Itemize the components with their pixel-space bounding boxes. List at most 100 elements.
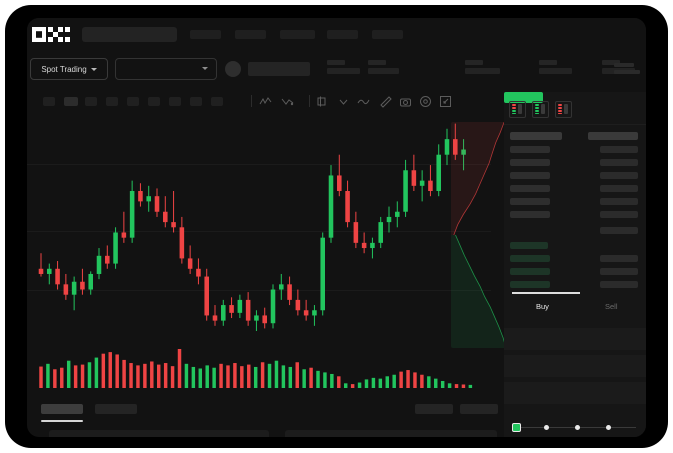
timeframe-option-4[interactable]: [106, 97, 118, 106]
volume-chart: [27, 343, 491, 393]
toolbar-divider: [251, 95, 252, 107]
bottom-tab-bar: [27, 398, 498, 426]
volume-series: [39, 349, 473, 388]
orderbook-bid-price[interactable]: [510, 281, 550, 288]
camera-icon[interactable]: [399, 95, 412, 108]
orderbook-ask-amount: [600, 211, 638, 218]
timeframe-option-5[interactable]: [127, 97, 139, 106]
orderbook-ask-amount: [600, 159, 638, 166]
stat-label: [368, 60, 386, 65]
orderbook-ask-price[interactable]: [510, 185, 550, 192]
stat-value: [539, 68, 572, 74]
orderbook-ask-amount: [600, 185, 638, 192]
orderbook-panel: Buy Sell: [504, 92, 646, 437]
chart-gridline: [27, 231, 491, 232]
orderbook-both-icon[interactable]: [509, 101, 526, 118]
nav-item-4[interactable]: [327, 30, 358, 39]
order-price-field[interactable]: [504, 328, 646, 350]
orderbook-header-price: [510, 132, 562, 140]
slider-handle[interactable]: [512, 423, 521, 432]
orderbook-last-amount: [600, 227, 638, 234]
orderbook-bid-price[interactable]: [510, 255, 550, 262]
timeframe-option-8[interactable]: [190, 97, 202, 106]
pair-info-bar: Spot Trading: [27, 51, 646, 85]
fullscreen-icon[interactable]: [439, 95, 452, 108]
orderbook-ask-price[interactable]: [510, 211, 550, 218]
stat-high-24h: [465, 60, 500, 74]
active-tab-indicator: [512, 292, 580, 294]
nav-item-5[interactable]: [372, 30, 403, 39]
orderbook-bid-amount: [600, 268, 638, 275]
orderbook-bids-icon[interactable]: [532, 101, 549, 118]
app-screen: Spot Trading: [27, 18, 646, 437]
top-navigation-bar: [27, 18, 646, 51]
tab-sell[interactable]: Sell: [605, 302, 618, 311]
trading-mode-label: Spot Trading: [41, 64, 87, 74]
trading-mode-selector[interactable]: Spot Trading: [30, 58, 108, 80]
orderbook-bid-price[interactable]: [510, 268, 550, 275]
bottom-panel-right[interactable]: [285, 430, 497, 437]
stat-label: [465, 60, 483, 65]
order-form-tabs: Buy Sell: [504, 292, 646, 320]
stat-low-24h: [539, 60, 572, 74]
header-meta: [614, 63, 640, 77]
tab-buy[interactable]: Buy: [536, 302, 549, 311]
orderbook-asks-icon[interactable]: [555, 101, 572, 118]
stat-value: [368, 68, 399, 74]
slider-stop-75[interactable]: [606, 425, 611, 430]
price-chart[interactable]: [27, 114, 491, 339]
chart-gridline: [27, 290, 491, 291]
orderbook-view-modes: [509, 101, 572, 118]
slider-stop-25[interactable]: [544, 425, 549, 430]
stat-label: [539, 60, 557, 65]
nav-item-3[interactable]: [280, 30, 315, 39]
amount-slider[interactable]: [512, 422, 638, 434]
order-amount-field[interactable]: [504, 355, 646, 377]
chevron-down-icon[interactable]: [337, 95, 350, 108]
candlestick-series: [38, 123, 466, 331]
nav-item-1[interactable]: [190, 30, 221, 39]
tab-open-orders[interactable]: [41, 404, 83, 414]
stat-label: [327, 60, 345, 65]
active-tab-indicator: [41, 420, 83, 422]
chart-gridline: [27, 164, 491, 165]
chevron-down-icon: [202, 67, 208, 70]
orderbook-last-price: [504, 92, 543, 103]
market-depth-chart: [451, 122, 507, 348]
search-input[interactable]: [82, 27, 177, 42]
pair-select[interactable]: [115, 58, 217, 80]
timeframe-option-3[interactable]: [85, 97, 97, 106]
compare-icon[interactable]: [281, 95, 294, 108]
line-chart-icon[interactable]: [357, 95, 370, 108]
timeframe-option-9[interactable]: [211, 97, 223, 106]
orderbook-header-amount: [588, 132, 638, 140]
device-frame: Spot Trading: [5, 5, 668, 448]
timeframe-option-6[interactable]: [148, 97, 160, 106]
ruler-icon[interactable]: [379, 95, 392, 108]
orderbook-ask-amount: [600, 198, 638, 205]
orderbook-ask-amount: [600, 146, 638, 153]
timeframe-option-2[interactable]: [64, 97, 78, 106]
slider-stop-50[interactable]: [575, 425, 580, 430]
candle-type-icon[interactable]: [315, 95, 328, 108]
timeframe-option-1[interactable]: [43, 97, 55, 106]
pair-name[interactable]: [248, 62, 310, 76]
settings-icon[interactable]: [419, 95, 432, 108]
stat-label: [602, 60, 620, 65]
tab-order-history[interactable]: [95, 404, 137, 414]
nav-item-2[interactable]: [235, 30, 266, 39]
orderbook-bid-price[interactable]: [510, 242, 548, 249]
orderbook-ask-price[interactable]: [510, 172, 550, 179]
orderbook-ask-price[interactable]: [510, 198, 550, 205]
stat-change-24h: [368, 60, 399, 74]
bottom-action-2[interactable]: [460, 404, 498, 414]
bottom-action-1[interactable]: [415, 404, 453, 414]
timeframe-option-7[interactable]: [169, 97, 181, 106]
orderbook-ask-price[interactable]: [510, 146, 550, 153]
order-total-field[interactable]: [504, 382, 646, 404]
stat-value: [327, 68, 360, 74]
bottom-panel-left[interactable]: [49, 430, 269, 437]
orderbook-ask-price[interactable]: [510, 159, 550, 166]
okx-logo[interactable]: [32, 27, 70, 42]
indicator-icon[interactable]: [259, 95, 272, 108]
